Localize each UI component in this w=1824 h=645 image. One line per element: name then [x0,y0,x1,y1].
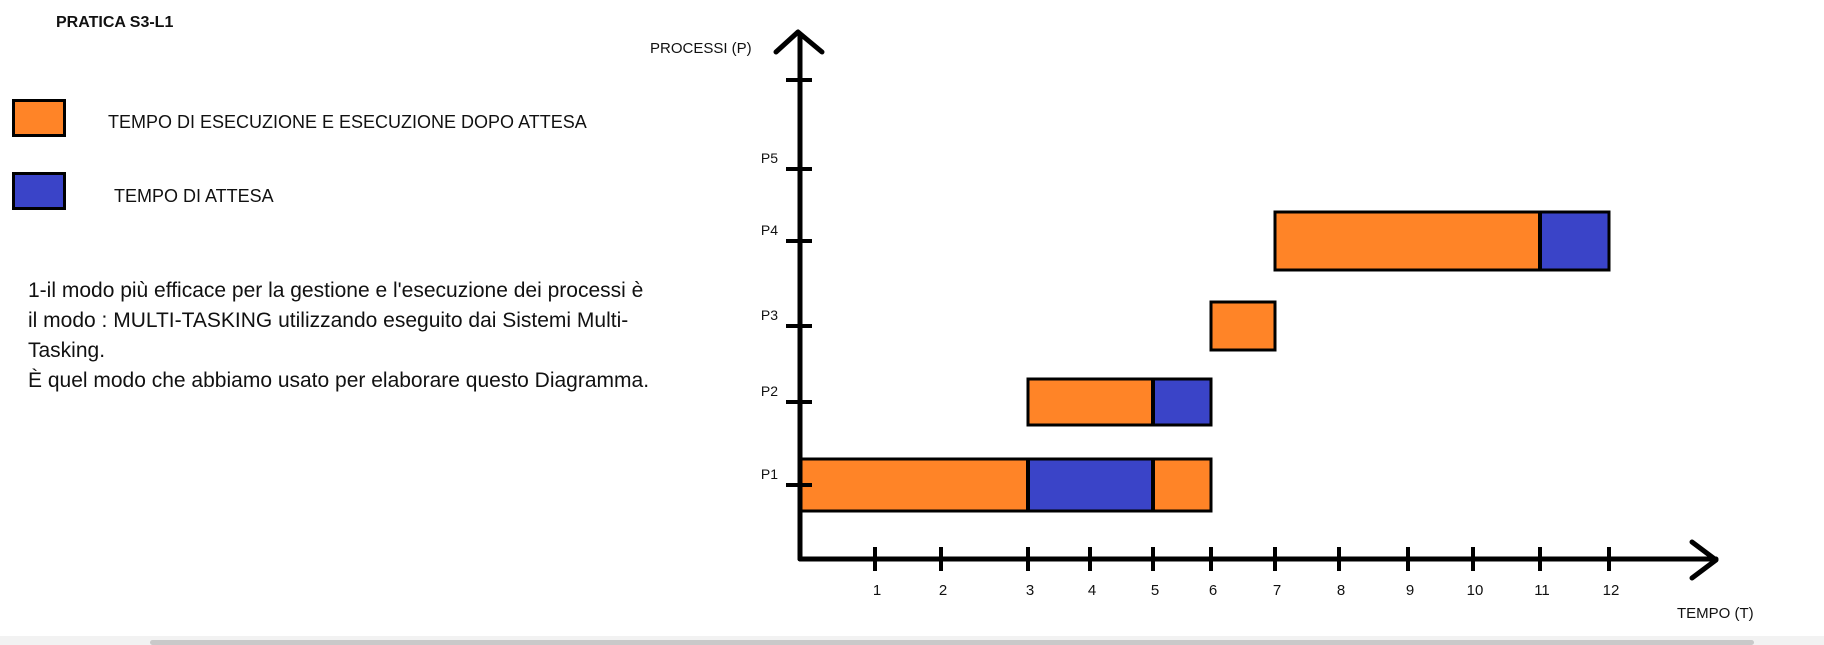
x-tick-label-11: 11 [1534,582,1550,599]
x-tick-label-2: 2 [939,582,947,599]
legend-execution-swatch [12,99,66,137]
bar-p2-waiting-4 [1152,378,1212,426]
x-tick-label-10: 10 [1467,582,1484,599]
bar-p4-waiting-7 [1539,211,1610,271]
x-tick-label-7: 7 [1273,582,1281,599]
bar-frame-p2 [1026,377,1213,427]
bar-p1-waiting-1 [1027,458,1154,512]
bar-p3-execution-5 [1210,301,1276,351]
x-tick-label-5: 5 [1151,582,1159,599]
x-tick-label-8: 8 [1337,582,1345,599]
x-tick-label-6: 6 [1209,582,1217,599]
x-tick-label-1: 1 [873,582,881,599]
y-tick-label-p2: P2 [761,383,778,399]
bar-p4-execution-6 [1274,211,1541,271]
y-axis-arrow [773,29,825,55]
x-tick-label-3: 3 [1026,582,1034,599]
x-tick-label-9: 9 [1406,582,1414,599]
bar-p2-execution-3 [1027,378,1154,426]
legend-waiting-label: TEMPO DI ATTESA [114,186,274,206]
bar-p1-execution-0 [799,458,1029,512]
horizontal-scrollbar-thumb[interactable] [150,640,1754,645]
note-paragraph-1: 1-il modo più efficace per la gestione e… [28,279,644,362]
bar-frame-p3 [1209,300,1277,352]
x-tick-label-12: 12 [1603,582,1620,599]
x-tick-label-4: 4 [1088,582,1096,599]
legend-execution-label: TEMPO DI ESECUZIONE E ESECUZIONE DOPO AT… [108,112,587,132]
x-axis-arrow [1689,539,1719,581]
bar-p1-execution-2 [1152,458,1212,512]
y-tick-label-p1: P1 [761,466,778,482]
legend-waiting-swatch [12,172,66,210]
y-tick-label-p4: P4 [761,222,778,238]
x-axis-label: TEMPO (T) [1677,605,1754,622]
bar-frame-p4 [1273,210,1611,272]
y-tick-label-p3: P3 [761,307,778,323]
y-axis-label: PROCESSI (P) [650,40,752,57]
notes: 1-il modo più efficace per la gestione e… [28,276,658,396]
page-title: PRATICA S3-L1 [56,14,174,31]
note-paragraph-2: È quel modo che abbiamo usato per elabor… [28,369,650,392]
y-tick-label-p5: P5 [761,150,778,166]
